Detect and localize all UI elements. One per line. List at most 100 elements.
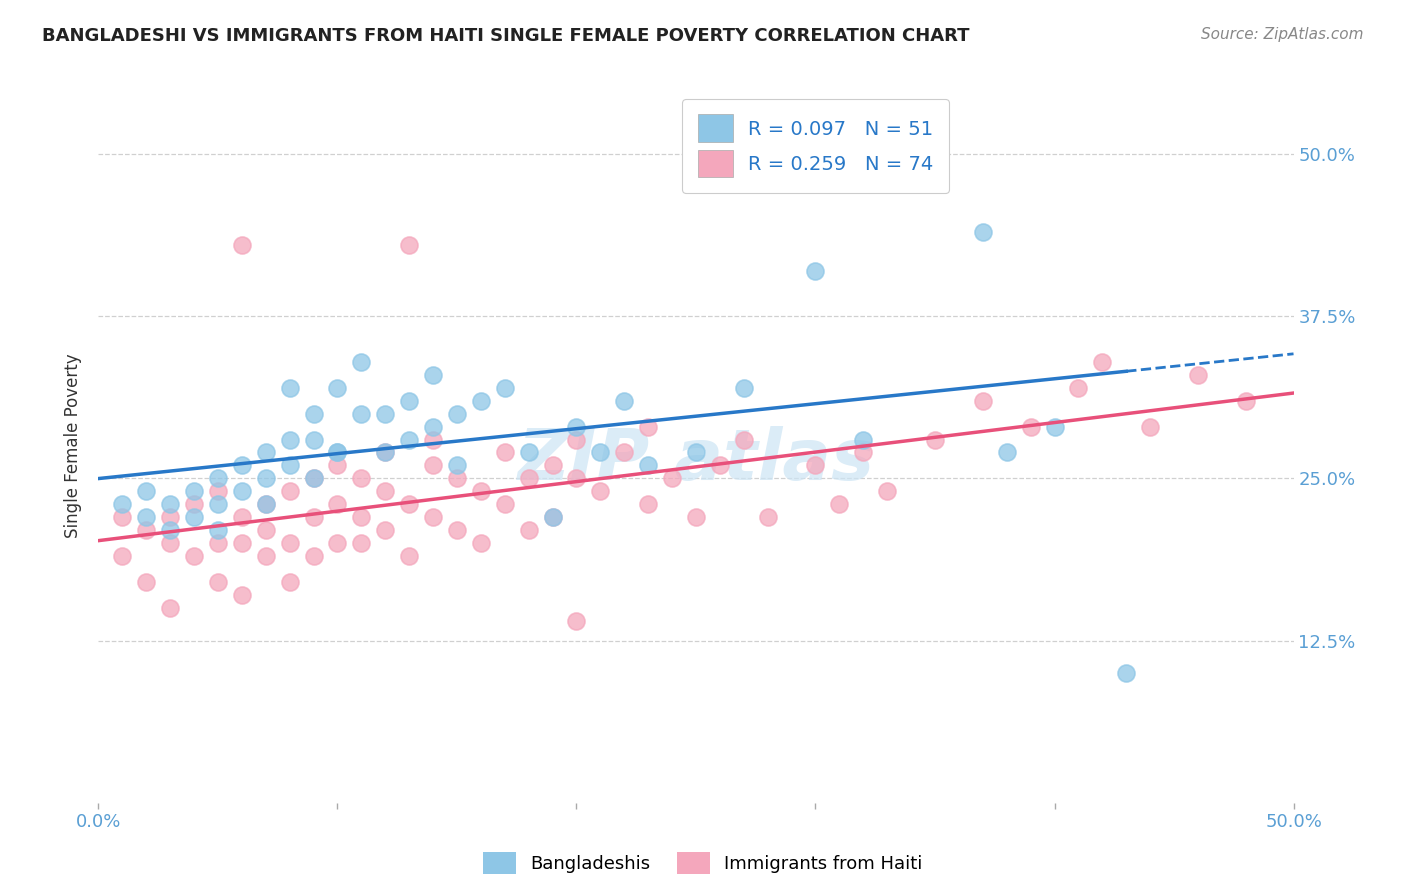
Point <box>924 173 946 187</box>
Point <box>804 264 827 278</box>
Point <box>398 497 420 511</box>
Point <box>374 407 396 421</box>
Point <box>183 510 205 524</box>
Text: BANGLADESHI VS IMMIGRANTS FROM HAITI SINGLE FEMALE POVERTY CORRELATION CHART: BANGLADESHI VS IMMIGRANTS FROM HAITI SIN… <box>42 27 970 45</box>
Point <box>398 393 420 408</box>
Point <box>661 471 683 485</box>
Point <box>398 238 420 252</box>
Point <box>470 484 492 499</box>
Point <box>326 497 349 511</box>
Point <box>111 549 134 564</box>
Point <box>1139 419 1161 434</box>
Point <box>972 225 994 239</box>
Point <box>613 445 636 459</box>
Point <box>183 484 205 499</box>
Point <box>111 497 134 511</box>
Point <box>111 510 134 524</box>
Point <box>422 510 444 524</box>
Point <box>231 458 253 473</box>
Point <box>972 393 994 408</box>
Point <box>924 433 946 447</box>
Point <box>685 445 707 459</box>
Point <box>326 381 349 395</box>
Point <box>637 419 659 434</box>
Point <box>231 536 253 550</box>
Point <box>254 445 277 459</box>
Point <box>398 549 420 564</box>
Point <box>565 419 588 434</box>
Point <box>207 471 229 485</box>
Point <box>278 433 301 447</box>
Point <box>589 484 612 499</box>
Point <box>1115 666 1137 681</box>
Point <box>517 471 540 485</box>
Point <box>254 471 277 485</box>
Point <box>278 575 301 590</box>
Point <box>135 484 157 499</box>
Point <box>302 407 325 421</box>
Point <box>685 510 707 524</box>
Point <box>159 497 181 511</box>
Point <box>350 354 373 368</box>
Point <box>207 524 229 538</box>
Point <box>207 484 229 499</box>
Point <box>733 433 755 447</box>
Point <box>159 536 181 550</box>
Point <box>374 524 396 538</box>
Point <box>231 588 253 602</box>
Point <box>350 536 373 550</box>
Point <box>278 484 301 499</box>
Point <box>183 549 205 564</box>
Point <box>326 536 349 550</box>
Point <box>446 458 468 473</box>
Point <box>422 368 444 382</box>
Point <box>470 536 492 550</box>
Point <box>517 524 540 538</box>
Point <box>541 510 564 524</box>
Point <box>541 510 564 524</box>
Point <box>278 536 301 550</box>
Point <box>876 484 898 499</box>
Point <box>254 549 277 564</box>
Point <box>159 510 181 524</box>
Point <box>231 484 253 499</box>
Point <box>1043 419 1066 434</box>
Point <box>231 238 253 252</box>
Point <box>159 601 181 615</box>
Point <box>828 497 851 511</box>
Point <box>446 407 468 421</box>
Point <box>422 433 444 447</box>
Point <box>1234 393 1257 408</box>
Point <box>852 433 875 447</box>
Point <box>446 471 468 485</box>
Point <box>302 471 325 485</box>
Point <box>422 458 444 473</box>
Point <box>302 549 325 564</box>
Point <box>350 407 373 421</box>
Point <box>637 497 659 511</box>
Point <box>326 458 349 473</box>
Point <box>326 445 349 459</box>
Point <box>589 445 612 459</box>
Point <box>494 497 516 511</box>
Point <box>446 524 468 538</box>
Point <box>1019 419 1042 434</box>
Point <box>565 614 588 628</box>
Point <box>374 445 396 459</box>
Point <box>207 497 229 511</box>
Point <box>278 458 301 473</box>
Point <box>709 458 731 473</box>
Point <box>159 524 181 538</box>
Point <box>326 445 349 459</box>
Point <box>398 433 420 447</box>
Point <box>302 471 325 485</box>
Point <box>135 575 157 590</box>
Point <box>613 393 636 408</box>
Point <box>517 445 540 459</box>
Point <box>302 510 325 524</box>
Point <box>254 497 277 511</box>
Point <box>254 524 277 538</box>
Point <box>207 536 229 550</box>
Point <box>278 381 301 395</box>
Point <box>1091 354 1114 368</box>
